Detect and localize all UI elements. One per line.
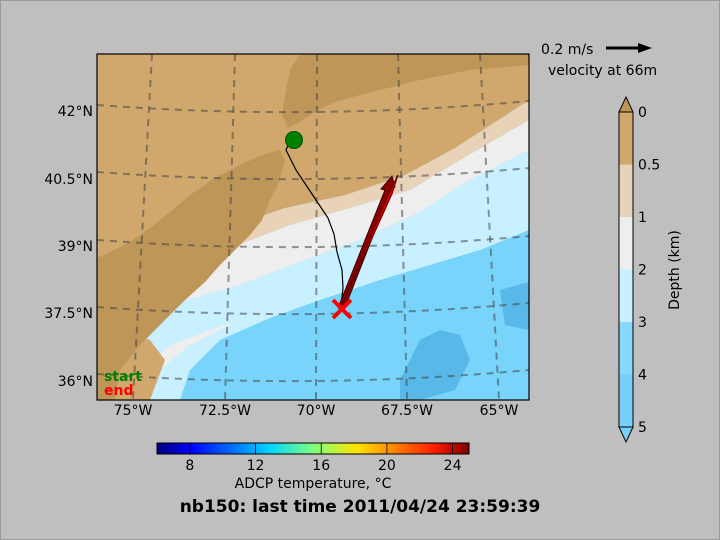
parallel-line [97,235,529,249]
lon-tick-label: 65°W [480,403,519,419]
map-frame [96,53,530,401]
lat-tick-label: 39°N [58,239,93,255]
map-panel [97,54,529,400]
velocity-scale-label: 0.2 m/s [541,42,593,58]
meridian-line [479,54,500,400]
depth-tick-label: 0 [638,105,647,121]
depth-tick-label: 5 [638,420,647,436]
meridian-line [132,54,153,400]
depth-colorbar-segment [619,217,633,270]
meridian-line [397,54,408,400]
depth-tick-label: 0.5 [638,158,660,174]
lon-tick-label: 72.5°W [199,403,251,419]
start-marker [285,131,303,149]
parallel-line [97,100,529,114]
temperature-colorbar: 8 12 16 20 24 ADCP temperature, °C [156,442,470,492]
depth-colorbar-segment [619,322,633,375]
velocity-depth-label: velocity at 66m [548,63,657,79]
parallel-line [97,167,529,181]
depth-tick-label: 4 [638,368,647,384]
lat-tick-label: 42°N [58,104,93,120]
figure-title: nb150: last time 2011/04/24 23:59:39 [180,497,541,517]
depth-colorbar-segment [619,269,633,322]
deep-pocket [500,282,529,330]
legend-start: start [104,369,142,385]
lon-tick-label: 75°W [114,403,153,419]
depth-colorbar-segment [619,112,633,165]
depth-band-2-3km [97,120,529,400]
graticule [97,54,529,400]
temperature-colorbar-label: ADCP temperature, °C [235,476,392,492]
arrow-right-icon [606,43,652,53]
glider-track [285,139,344,307]
temperature-tick-label: 24 [444,458,462,474]
lat-tick-label: 40.5°N [44,172,93,188]
colorbar-extend-top [618,95,634,113]
meridian-line [224,54,236,400]
deep-pocket [400,330,470,400]
continental-shelf [97,54,529,400]
depth-colorbar-segment [619,164,633,217]
temperature-tick-label: 12 [247,458,265,474]
colorbar-extend-bottom [618,426,634,444]
depth-tick-label: 1 [638,210,647,226]
parallel-line [97,302,529,316]
lon-tick-label: 67.5°W [381,403,433,419]
depth-colorbar-segment [619,374,633,427]
depth-tick-label: 2 [638,263,647,279]
parallel-line [97,369,529,383]
temperature-tick-label: 16 [312,458,330,474]
temperature-gradient [156,442,470,455]
lon-tick-label: 70°W [297,403,336,419]
temperature-tick-label: 20 [378,458,396,474]
meridian-line [315,54,318,400]
depth-colorbar-label: Depth (km) [667,230,683,310]
colorbar-frame [618,111,634,428]
lat-tick-label: 36°N [58,374,93,390]
lon-tick-labels: 75°W 72.5°W 70°W 67.5°W 65°W [114,403,519,419]
legend-end: end [104,383,133,399]
temperature-tick-label: 8 [185,458,194,474]
end-marker [331,298,353,320]
velocity-key: 0.2 m/s velocity at 66m [541,42,657,79]
lat-tick-labels: 42°N 40.5°N 39°N 37.5°N 36°N [44,104,93,390]
depth-colorbar: 0 0.5 1 2 3 4 5 Depth (km) [618,95,683,444]
depth-tick-label: 3 [638,315,647,331]
velocity-arrow [337,174,399,311]
lat-tick-label: 37.5°N [44,306,93,322]
land [97,54,529,400]
